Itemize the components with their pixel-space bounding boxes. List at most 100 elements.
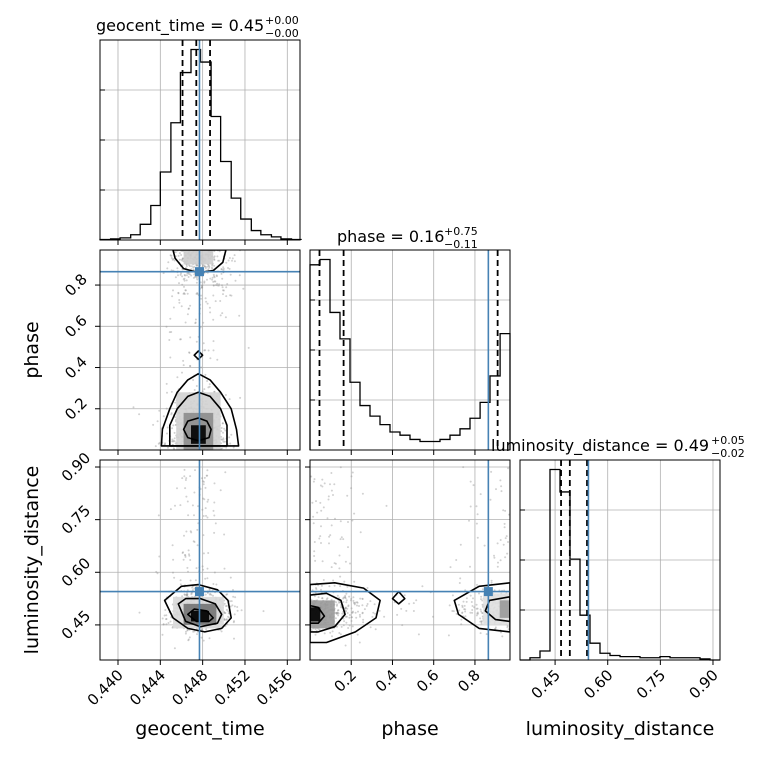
- sample-point: [206, 516, 209, 519]
- sample-point: [181, 477, 184, 480]
- sample-point: [224, 612, 227, 614]
- ytick-label-luminosity-distance: 0.45: [58, 607, 94, 643]
- sample-point: [323, 632, 326, 635]
- sample-point: [225, 286, 228, 289]
- sample-point: [350, 487, 353, 490]
- sample-point: [476, 612, 479, 615]
- contour-inner: [187, 608, 214, 623]
- sample-point: [403, 594, 406, 597]
- sample-point: [195, 385, 198, 387]
- sample-point: [201, 390, 204, 393]
- sample-point: [499, 559, 502, 562]
- sample-point: [203, 388, 206, 391]
- sample-point: [318, 537, 321, 540]
- sample-point: [480, 610, 483, 613]
- sample-point: [173, 437, 176, 440]
- sample-point: [185, 593, 188, 596]
- sample-point: [336, 609, 339, 612]
- sample-point: [132, 406, 135, 409]
- sample-point: [233, 613, 236, 616]
- sample-point: [208, 383, 211, 386]
- sample-point: [462, 600, 465, 603]
- sample-point: [193, 541, 196, 543]
- sample-point: [184, 274, 187, 277]
- title-geocent-time-minus: −0.00: [265, 27, 299, 40]
- sample-point: [183, 593, 186, 596]
- sample-point: [207, 498, 210, 501]
- sample-point: [204, 297, 207, 300]
- sample-point: [200, 628, 203, 631]
- sample-point: [448, 604, 451, 607]
- sample-point: [378, 609, 381, 612]
- ylabel-phase: phase: [21, 321, 43, 378]
- sample-point: [320, 525, 322, 528]
- sample-point: [369, 626, 372, 629]
- sample-point: [335, 604, 338, 607]
- sample-point: [328, 535, 331, 538]
- sample-point: [176, 376, 179, 379]
- sample-point: [475, 505, 478, 508]
- sample-point: [171, 258, 174, 261]
- sample-point: [216, 282, 219, 285]
- sample-point: [203, 349, 206, 352]
- sample-point: [343, 580, 346, 583]
- sample-point: [479, 632, 482, 635]
- sample-point: [475, 522, 478, 525]
- sample-point: [172, 258, 175, 260]
- sample-point: [502, 509, 505, 512]
- xlabel-geocent-time: geocent_time: [135, 718, 264, 740]
- sample-point: [405, 609, 408, 612]
- sample-point: [412, 610, 415, 612]
- sample-point: [336, 594, 339, 597]
- sample-point: [225, 618, 228, 621]
- sample-point: [460, 618, 463, 621]
- sample-point: [314, 628, 317, 630]
- sample-point: [345, 606, 347, 609]
- sample-point: [496, 565, 499, 568]
- sample-point: [158, 409, 161, 412]
- sample-point: [226, 593, 229, 596]
- sample-point: [223, 619, 226, 622]
- sample-point: [400, 607, 403, 610]
- sample-point: [138, 413, 141, 416]
- sample-point: [213, 501, 216, 504]
- sample-point: [506, 552, 509, 555]
- panel-frame: [99, 249, 301, 451]
- sample-point: [172, 571, 174, 574]
- sample-point: [232, 621, 235, 624]
- sample-point: [188, 351, 191, 354]
- sample-point: [330, 598, 333, 601]
- sample-point: [187, 570, 189, 573]
- xlabel-phase: phase: [381, 718, 438, 740]
- sample-point: [229, 605, 232, 608]
- sample-point: [165, 407, 168, 410]
- sample-point: [189, 530, 192, 533]
- sample-point: [171, 440, 174, 443]
- sample-point: [189, 579, 192, 582]
- sample-point: [220, 427, 223, 429]
- sample-point: [321, 597, 324, 600]
- sample-point: [232, 589, 234, 591]
- sample-point: [220, 435, 223, 438]
- sample-point: [212, 318, 215, 321]
- sample-point: [209, 277, 212, 280]
- sample-point: [223, 612, 226, 614]
- sample-point: [344, 607, 347, 610]
- sample-point: [211, 276, 214, 279]
- sample-point: [478, 592, 480, 595]
- sample-point: [365, 604, 368, 607]
- sample-point: [206, 469, 209, 472]
- sample-point: [361, 612, 364, 615]
- sample-point: [176, 267, 179, 270]
- sample-point: [162, 623, 165, 626]
- sample-point: [170, 257, 173, 259]
- sample-point: [342, 538, 345, 541]
- sample-point: [476, 611, 479, 614]
- sample-point: [163, 614, 166, 617]
- sample-point: [201, 284, 203, 287]
- sample-point: [184, 487, 187, 490]
- sample-point: [200, 628, 203, 630]
- sample-point: [167, 622, 170, 624]
- sample-point: [203, 265, 206, 267]
